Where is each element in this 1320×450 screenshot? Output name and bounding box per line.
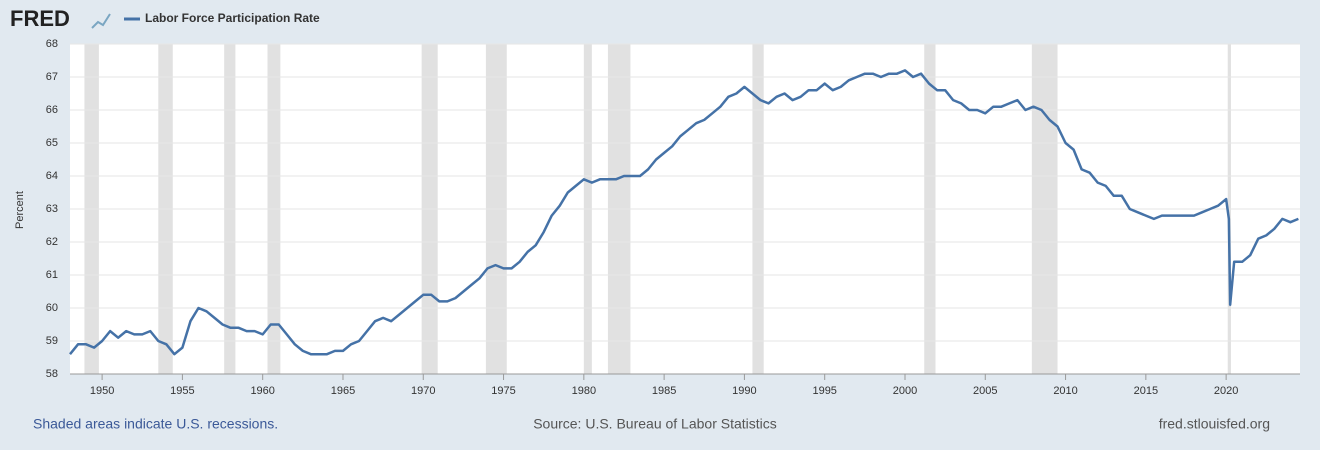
y-tick-label: 61 [46, 269, 58, 281]
x-tick-label: 2005 [973, 385, 997, 397]
y-tick-label: 66 [46, 104, 58, 116]
logo: FRED [10, 6, 70, 31]
x-tick-label: 1990 [732, 385, 756, 397]
y-tick-label: 67 [46, 71, 58, 83]
y-tick-label: 59 [46, 335, 58, 347]
footer-center: Source: U.S. Bureau of Labor Statistics [533, 416, 777, 432]
y-tick-label: 63 [46, 203, 58, 215]
x-tick-label: 2020 [1214, 385, 1238, 397]
footer-left[interactable]: Shaded areas indicate U.S. recessions. [33, 416, 278, 432]
x-tick-label: 1965 [331, 385, 355, 397]
x-tick-label: 2000 [893, 385, 917, 397]
x-tick-label: 1995 [812, 385, 836, 397]
legend-label: Labor Force Participation Rate [145, 11, 320, 25]
y-tick-label: 68 [46, 38, 58, 50]
x-tick-label: 1985 [652, 385, 676, 397]
y-tick-label: 65 [46, 137, 58, 149]
logo-icon [91, 13, 111, 29]
x-tick-label: 1980 [572, 385, 596, 397]
y-tick-label: 62 [46, 236, 58, 248]
x-tick-label: 1950 [90, 385, 114, 397]
x-tick-label: 1970 [411, 385, 435, 397]
x-tick-label: 1975 [491, 385, 515, 397]
y-axis-label: Percent [14, 191, 26, 229]
y-tick-label: 60 [46, 302, 58, 314]
y-tick-label: 64 [46, 170, 58, 182]
x-tick-label: 1960 [250, 385, 274, 397]
x-tick-label: 1955 [170, 385, 194, 397]
series-line [69, 69, 1299, 356]
x-tick-label: 2010 [1053, 385, 1077, 397]
y-tick-label: 58 [46, 368, 58, 380]
x-tick-label: 2015 [1134, 385, 1158, 397]
footer-right[interactable]: fred.stlouisfed.org [1159, 416, 1270, 432]
